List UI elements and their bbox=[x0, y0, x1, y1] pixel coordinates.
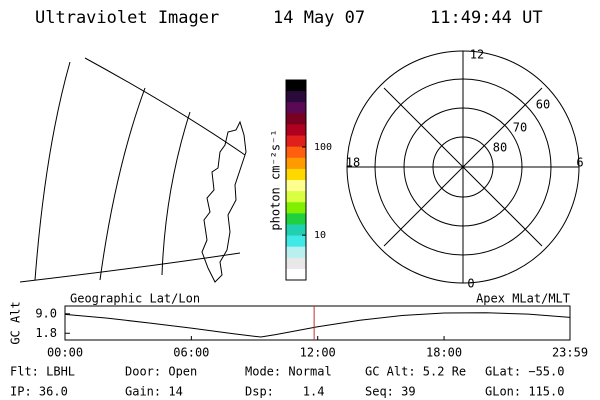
x-tick-label: 23:59 bbox=[552, 346, 588, 360]
colorbar-swatch bbox=[286, 102, 306, 114]
status-field: GC Alt: 5.2 Re bbox=[365, 365, 466, 379]
colorbar-swatch bbox=[286, 213, 306, 225]
colorbar-swatch bbox=[286, 135, 306, 148]
colorbar-swatch bbox=[286, 80, 306, 92]
status-field: GLon: 115.0 bbox=[485, 385, 564, 399]
lat-label: 70 bbox=[513, 121, 527, 135]
mlt-label: 18 bbox=[346, 156, 360, 170]
colorbar-swatch bbox=[286, 113, 306, 125]
colorbar-swatch bbox=[286, 246, 306, 259]
polar-grid bbox=[346, 50, 580, 284]
status-field: GLat: −55.0 bbox=[485, 365, 564, 379]
colorbar-swatch bbox=[286, 268, 306, 281]
status-field: Dsp: 1.4 bbox=[245, 385, 324, 399]
mlt-label: 0 bbox=[467, 277, 474, 291]
lat-label: 80 bbox=[493, 141, 507, 155]
strip-right-label: Apex MLat/MLT bbox=[476, 292, 570, 306]
colorbar-swatch bbox=[286, 91, 306, 103]
colorbar-swatch bbox=[286, 224, 306, 237]
colorbar-swatch bbox=[286, 146, 306, 159]
status-field: Gain: 14 bbox=[125, 385, 183, 399]
time: 11:49:44 UT bbox=[430, 8, 543, 28]
x-tick-label: 06:00 bbox=[173, 346, 209, 360]
status-field: Seq: 39 bbox=[365, 385, 416, 399]
x-tick-label: 12:00 bbox=[300, 346, 336, 360]
strip-frame bbox=[64, 305, 571, 341]
strip-left-label: Geographic Lat/Lon bbox=[70, 292, 200, 306]
y-tick-label: 9.0 bbox=[35, 306, 57, 320]
x-tick-label: 18:00 bbox=[426, 346, 462, 360]
date: 14 May 07 bbox=[273, 8, 365, 28]
status-field: IP: 36.0 bbox=[10, 385, 68, 399]
colorbar-swatch bbox=[286, 124, 306, 137]
colorbar-swatch bbox=[286, 257, 306, 270]
colorbar-swatch bbox=[286, 180, 306, 192]
title: Ultraviolet Imager bbox=[35, 8, 219, 28]
colorbar-swatch bbox=[286, 168, 306, 181]
map-grid bbox=[19, 57, 247, 283]
mlt-label: 12 bbox=[470, 48, 484, 62]
status-field: Mode: Normal bbox=[245, 365, 332, 379]
colorbar-frame bbox=[285, 79, 307, 281]
x-tick-label: 00:00 bbox=[47, 346, 83, 360]
colorbar-swatch bbox=[286, 235, 306, 248]
mlt-label: 6 bbox=[576, 156, 583, 170]
colorbar-label: photon cm⁻²s⁻¹ bbox=[269, 129, 283, 230]
colorbar-swatch bbox=[286, 191, 306, 203]
colorbar-swatch bbox=[286, 202, 306, 214]
colorbar-swatch bbox=[286, 157, 306, 170]
altitude-line bbox=[64, 312, 571, 338]
strip-ylabel: GC Alt bbox=[9, 301, 23, 344]
colorbar-tick-label: 100 bbox=[314, 142, 332, 153]
status-field: Flt: LBHL bbox=[10, 365, 75, 379]
y-tick-label: 1.8 bbox=[35, 326, 57, 340]
colorbar-tick-label: 10 bbox=[314, 230, 326, 241]
status-field: Door: Open bbox=[125, 365, 197, 379]
lat-label: 60 bbox=[536, 98, 550, 112]
